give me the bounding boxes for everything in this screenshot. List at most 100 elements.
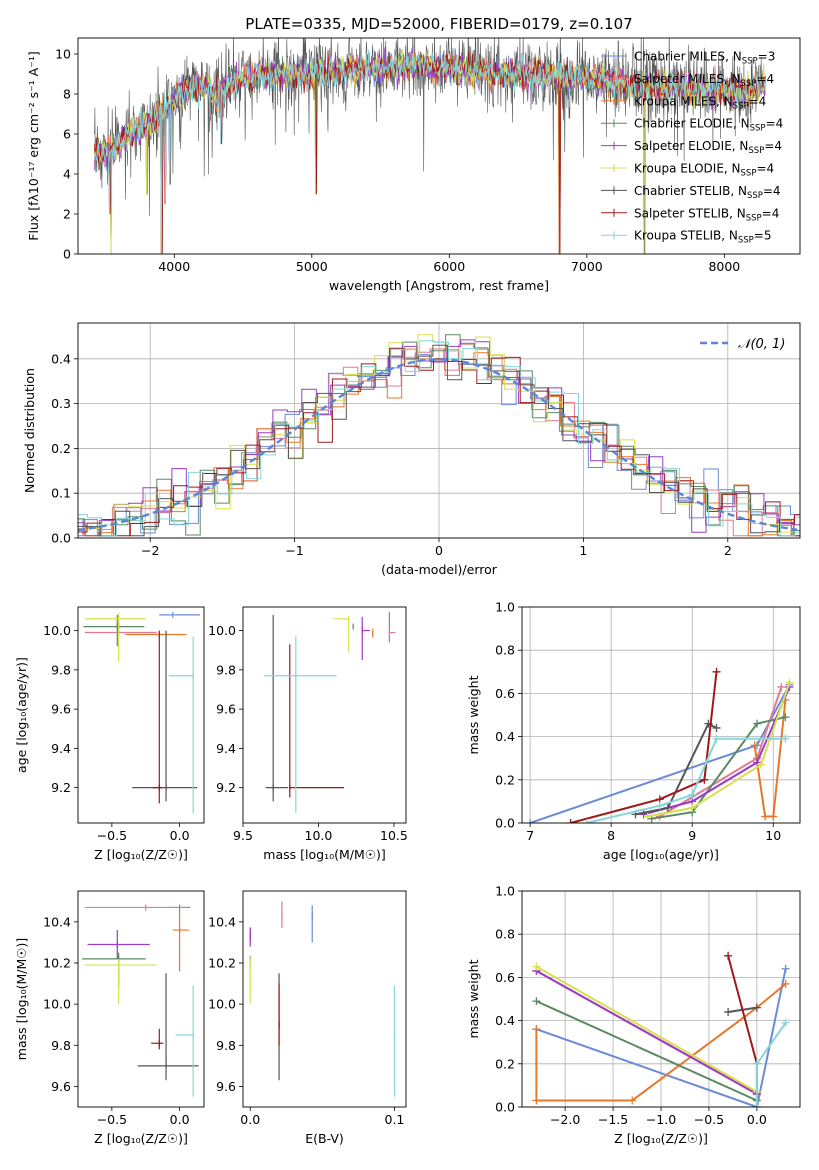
legend-label: Chabrier MILES, NSSP=3 <box>634 50 775 67</box>
y-tick-label: 0.0 <box>495 1100 515 1115</box>
y-tick-label: 0.1 <box>51 486 71 501</box>
y-tick-label: 9.8 <box>216 662 236 677</box>
normal-curve <box>78 358 798 532</box>
weight-marker <box>639 810 648 819</box>
axes-frame <box>242 890 407 1108</box>
y-tick-label: 10.4 <box>43 914 71 929</box>
y-tick-label: 0.4 <box>51 351 71 366</box>
plot-area-mass-vs-Z <box>82 904 199 1097</box>
weight-marker <box>752 1103 761 1107</box>
y-tick-label: 0 <box>63 247 71 262</box>
y-tick-label: 0.4 <box>495 1013 515 1028</box>
errorbar-kroupa-stelib <box>168 636 194 814</box>
histogram-salpeter-miles <box>78 343 800 537</box>
y-tick-label: 10.2 <box>208 956 236 971</box>
errorbar-kroupa-elodie <box>84 958 157 1005</box>
errorbar-kroupa-miles <box>172 909 190 972</box>
errorbar-kroupa-elodie <box>333 615 350 653</box>
x-axis-label: E(B-V) <box>305 1131 344 1146</box>
weight-marker <box>769 812 778 821</box>
weight-marker <box>566 819 575 823</box>
x-tick-label: 10 <box>765 828 781 843</box>
y-tick-label: 10.0 <box>208 997 236 1012</box>
weight-marker <box>781 1018 790 1027</box>
axes-age-vs-mass: 9.5 10.0 10.5 9.2 9.4 9.6 9.8 10.0 mass [log₁₀(M… <box>208 606 408 862</box>
weight-line-chabrier-elodie <box>532 997 761 1105</box>
y-tick-label: 9.2 <box>216 780 236 795</box>
axes-frame <box>77 37 801 255</box>
y-tick-label: 6 <box>63 127 71 142</box>
weight-marker <box>781 979 790 988</box>
axes-spectrum: 4000 5000 6000 7000 8000 0 2 4 6 8 10 wavelength [A… <box>26 37 801 293</box>
weight-line-salpeter-elodie <box>532 966 761 1099</box>
errorbar-kroupa-stelib <box>175 985 194 1097</box>
weight-marker <box>712 734 721 743</box>
axes-age-vs-Z: −0.5 0.0 9.2 9.4 9.6 9.8 10.0 Z [log₁₀(Z/Z☉)] ag… <box>14 606 205 862</box>
y-tick-label: 0.0 <box>495 816 515 831</box>
y-tick-label: 0.2 <box>51 441 71 456</box>
errorbar-salpeter-elodie <box>361 616 370 661</box>
errorbar-kroupa-elodie <box>84 612 146 662</box>
x-tick-label: 0.0 <box>170 1112 190 1127</box>
x-tick-label: 2 <box>724 543 732 558</box>
y-tick-label: 9.8 <box>51 662 71 677</box>
axes-frame <box>521 606 801 824</box>
histogram-chabrier-elodie <box>78 334 800 537</box>
weight-marker <box>761 812 770 821</box>
y-tick-label: 0.6 <box>495 686 515 701</box>
x-tick-label: −0.5 <box>97 828 127 843</box>
weight-marker <box>785 678 794 687</box>
x-tick-label: 9.5 <box>233 828 253 843</box>
plot-area-mass-vs-ebv <box>249 901 396 1097</box>
plot-area-weight-vs-Z <box>532 951 790 1107</box>
weight-marker <box>724 951 733 960</box>
errorbar-chabrier-elodie <box>82 952 146 986</box>
weight-line-kroupa-stelib <box>582 734 790 823</box>
y-axis-label: Flux [fλ10⁻¹⁷ erg cm⁻² s⁻¹ A⁻¹] <box>26 51 41 240</box>
x-tick-label: 1 <box>579 543 587 558</box>
x-axis-label: age [log₁₀(age/yr)] <box>603 847 719 862</box>
x-tick-label: −0.5 <box>694 1112 724 1127</box>
y-tick-label: 0.0 <box>51 531 71 546</box>
weight-marker <box>532 1096 541 1105</box>
weight-marker <box>724 1007 733 1016</box>
weight-line-chabrier-elodie <box>647 713 790 823</box>
weight-marker <box>750 741 759 750</box>
y-tick-label: 9.2 <box>51 780 71 795</box>
x-tick-label: 7 <box>526 828 534 843</box>
x-axis-label: mass [log₁₀(M/M☉)] <box>263 847 385 862</box>
y-tick-label: 0.8 <box>495 643 515 658</box>
y-axis-label: mass weight <box>466 675 481 754</box>
y-tick-label: 10.0 <box>43 997 71 1012</box>
legend-label: Salpeter MILES, NSSP=4 <box>634 72 774 89</box>
axes-residuals: −2 −1 0 1 2 0.0 0.1 0.2 0.3 0.4 (data-model)/error… <box>22 322 801 577</box>
chart-title: PLATE=0335, MJD=52000, FIBERID=0179, z=0… <box>245 15 632 33</box>
y-axis-label: Normed distribution <box>22 368 37 493</box>
weight-marker <box>532 962 541 971</box>
histogram-kroupa-stelib <box>78 340 800 537</box>
weight-line-kroupa-miles <box>750 695 790 821</box>
x-tick-label: 9 <box>688 828 696 843</box>
histogram-kroupa-miles <box>78 348 800 537</box>
y-tick-label: 9.4 <box>51 741 71 756</box>
weight-marker <box>781 964 790 973</box>
y-tick-label: 9.6 <box>216 1079 236 1094</box>
axes-frame <box>242 606 407 824</box>
weight-marker <box>712 723 721 732</box>
axes-mass-vs-Z: −0.5 0.0 9.6 9.8 10.0 10.2 10.4 Z [log₁₀(Z/Z☉)]… <box>14 890 205 1146</box>
y-tick-label: 9.8 <box>216 1038 236 1053</box>
weight-marker <box>628 1096 637 1105</box>
x-tick-label: 10.5 <box>380 828 408 843</box>
y-tick-label: 10.0 <box>43 623 71 638</box>
y-tick-label: 2 <box>63 207 71 222</box>
weight-marker <box>526 819 535 823</box>
weight-marker <box>700 775 709 784</box>
y-tick-label: 0.8 <box>495 927 515 942</box>
x-tick-label: 0.0 <box>747 1112 767 1127</box>
weight-marker <box>752 1059 761 1068</box>
y-axis-label: age [log₁₀(age/yr)] <box>14 657 29 773</box>
errorbar-salpeter-miles <box>388 629 396 636</box>
weight-line-kroupa-elodie <box>643 678 794 821</box>
y-tick-label: 9.8 <box>51 1038 71 1053</box>
plot-area-spectrum <box>94 38 766 254</box>
